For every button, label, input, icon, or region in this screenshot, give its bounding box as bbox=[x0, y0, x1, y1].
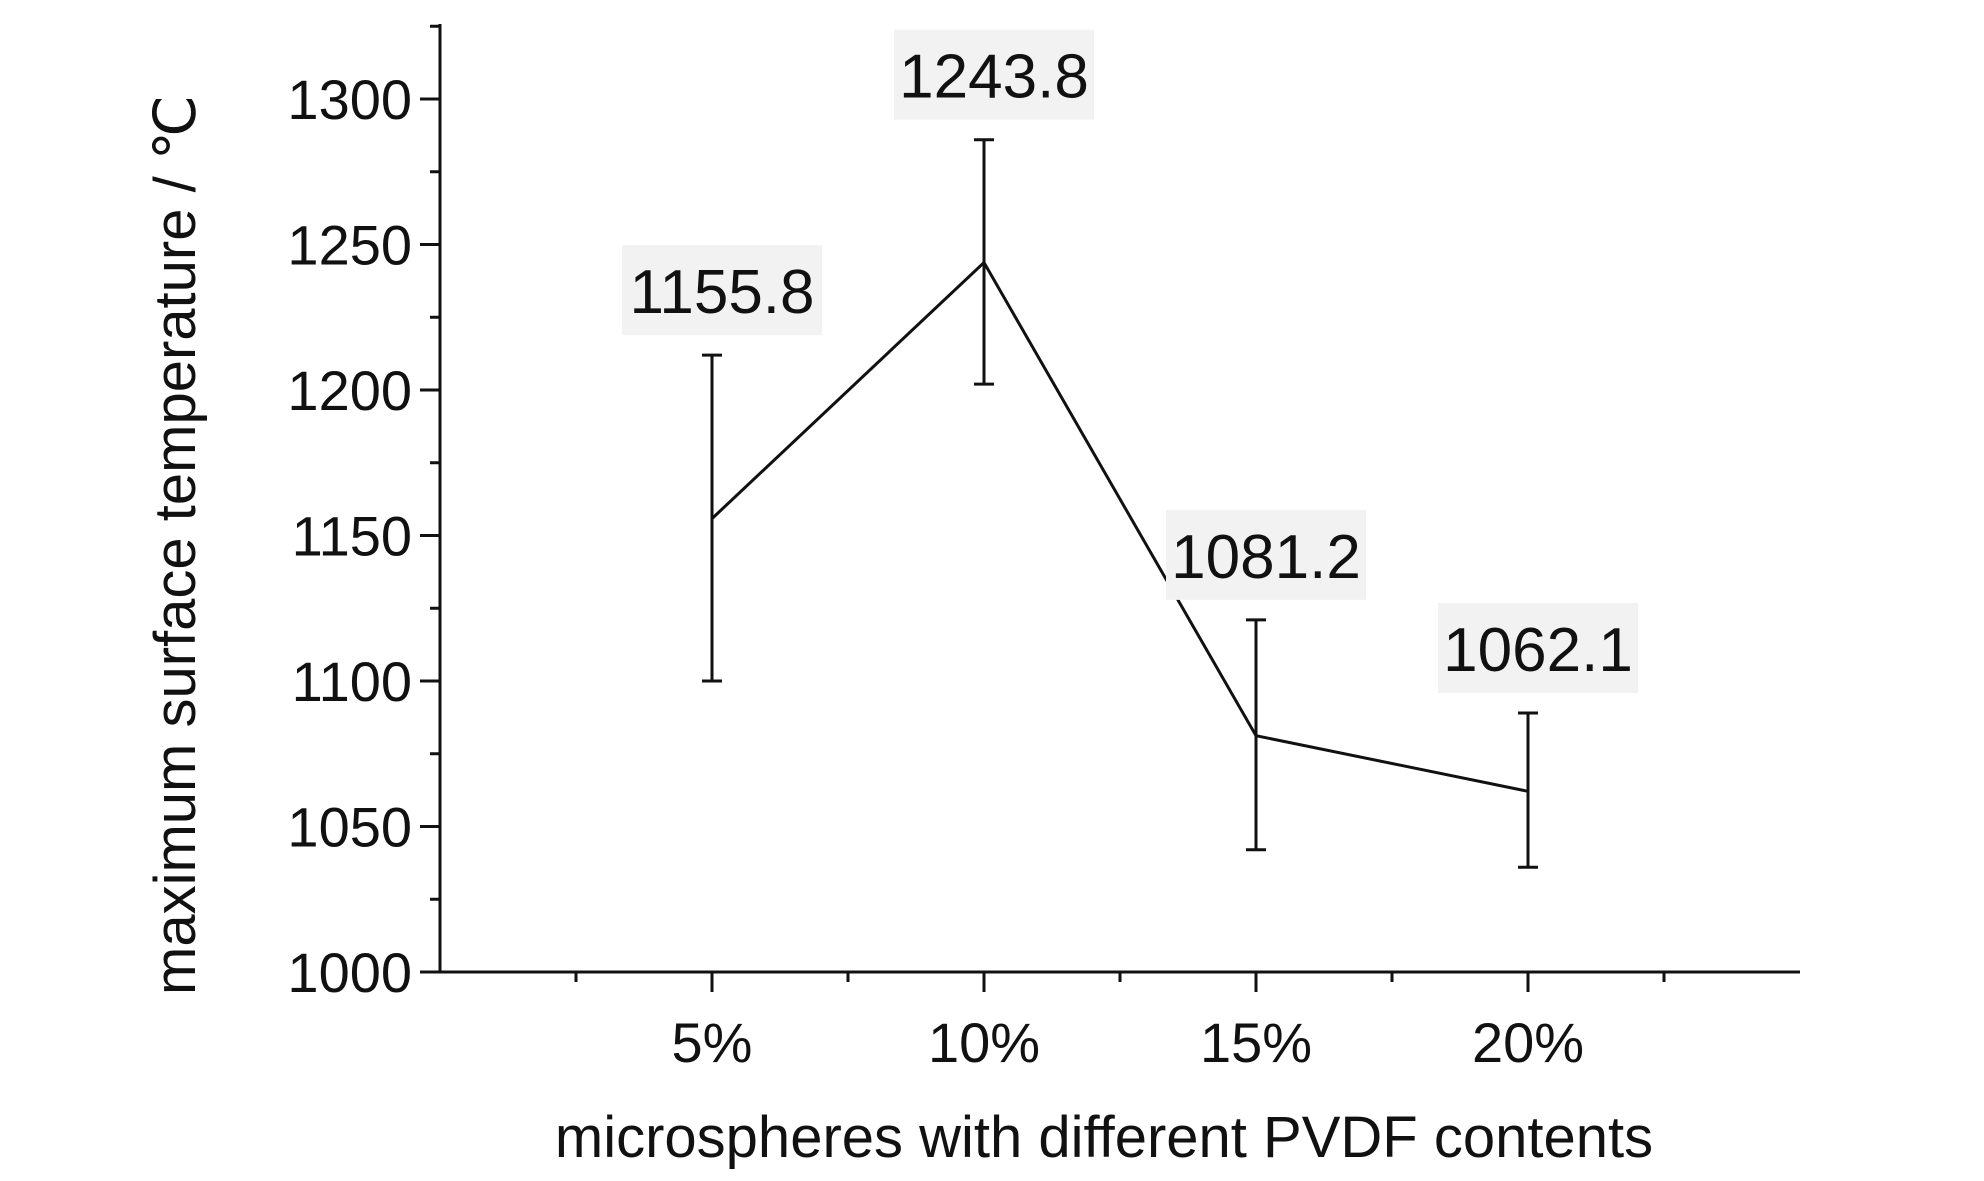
y-tick-label: 1250 bbox=[287, 214, 412, 277]
data-label-background bbox=[894, 29, 1094, 120]
x-tick-label: 15% bbox=[1200, 1011, 1312, 1074]
y-tick-label: 1000 bbox=[287, 941, 412, 1004]
y-tick-label: 1200 bbox=[287, 359, 412, 422]
y-tick-label: 1300 bbox=[287, 68, 412, 131]
data-label: 1243.8 bbox=[899, 43, 1089, 112]
x-tick-label: 10% bbox=[928, 1011, 1040, 1074]
data-label: 1081.2 bbox=[1171, 523, 1361, 592]
x-axis-title: microspheres with different PVDF content… bbox=[555, 1105, 1653, 1170]
data-label-background bbox=[1166, 509, 1366, 600]
series-line bbox=[710, 260, 1529, 793]
x-tick-label: 20% bbox=[1472, 1011, 1584, 1074]
plot-area: 1000 1050 1100 1150 1200 1250 1300 5% 10% 15% 20% 1… bbox=[287, 24, 1800, 1074]
data-label: 1062.1 bbox=[1443, 616, 1633, 685]
y-tick-label: 1100 bbox=[292, 650, 412, 713]
data-label-background bbox=[622, 245, 822, 336]
y-tick-label: 1050 bbox=[287, 796, 412, 859]
x-tick-label: 5% bbox=[672, 1011, 753, 1074]
data-label: 1155.8 bbox=[629, 258, 814, 327]
y-tick-label: 1150 bbox=[292, 505, 412, 568]
y-axis-title: maximum surface temperature / ℃ bbox=[143, 95, 208, 995]
data-label-background bbox=[1438, 603, 1638, 694]
